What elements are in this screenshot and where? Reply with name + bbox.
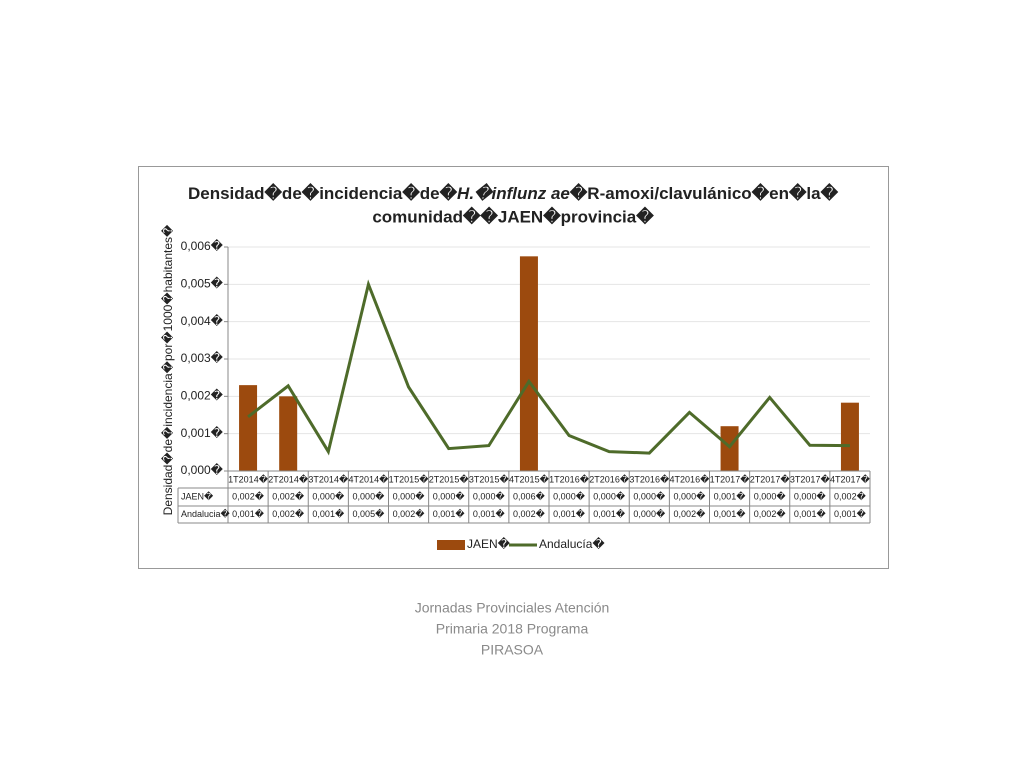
x-tick-label: 2T2016� [589,473,630,484]
x-tick-label: 1T2016� [549,473,590,484]
footer: Jornadas Provinciales Atención [415,600,610,616]
x-tick-label: 4T2014� [349,473,390,484]
x-tick-label: 4T2015� [509,473,550,484]
y-tick-label: 0,001� [181,426,224,440]
table-cell: 0,000� [473,490,506,501]
x-tick-label: 1T2014� [228,473,269,484]
chart-frame [138,166,889,569]
bar [279,396,298,471]
table-cell: 0,000� [553,490,586,501]
table-cell: 0,000� [794,490,827,501]
table-row-label: Andalucia� [181,508,231,519]
legend-label: JAEN� [467,537,511,551]
table-cell: 0,002� [834,490,867,501]
table-cell: 0,001� [433,508,466,519]
title-part: �R-amoxi/clavulánico�en�la� [569,183,839,203]
table-cell: 0,001� [794,508,827,519]
table-cell: 0,000� [633,490,666,501]
table-cell: 0,001� [232,508,265,519]
table-cell: 0,000� [754,490,787,501]
legend-label: Andalucía� [539,537,605,551]
y-tick-label: 0,004� [181,314,224,328]
bar [239,385,258,471]
x-tick-label: 2T2017� [750,473,791,484]
legend-swatch [437,540,465,550]
x-tick-label: 4T2016� [670,473,711,484]
table-cell: 0,002� [232,490,265,501]
y-axis-label: Densidad�de�incidencia�por�1000�habitant… [161,224,175,515]
table-cell: 0,002� [272,490,305,501]
title-part: H.�influnz ae [457,183,570,203]
footer: PIRASOA [481,642,544,658]
x-tick-label: 2T2014� [268,473,309,484]
table-cell: 0,001� [714,508,747,519]
table-cell: 0,000� [674,490,707,501]
table-cell: 0,000� [353,490,386,501]
footer: Primaria 2018 Programa [436,621,589,637]
x-tick-label: 3T2016� [629,473,670,484]
x-tick-label: 3T2014� [308,473,349,484]
table-cell: 0,002� [513,508,546,519]
table-cell: 0,000� [633,508,666,519]
x-tick-label: 1T2015� [389,473,430,484]
chart-title: comunidad��JAEN�provincia� [372,206,654,226]
bar [519,256,538,471]
table-cell: 0,001� [553,508,586,519]
bar [840,402,859,471]
table-cell: 0,000� [312,490,345,501]
x-tick-label: 1T2017� [710,473,751,484]
table-cell: 0,002� [272,508,305,519]
title-part: Densidad�de�incidencia�de� [188,183,458,203]
table-cell: 0,001� [593,508,626,519]
table-cell: 0,006� [513,490,546,501]
table-cell: 0,001� [473,508,506,519]
x-tick-label: 2T2015� [429,473,470,484]
line-series [247,279,850,456]
table-cell: 0,000� [393,490,426,501]
y-tick-label: 0,005� [181,277,224,291]
table-cell: 0,002� [393,508,426,519]
table-cell: 0,002� [754,508,787,519]
x-tick-label: 3T2015� [469,473,510,484]
y-tick-label: 0,000� [181,463,224,477]
table-cell: 0,001� [714,490,747,501]
y-tick-label: 0,002� [181,389,224,403]
table-cell: 0,001� [834,508,867,519]
table-cell: 0,000� [593,490,626,501]
chart-title: Densidad�de�incidencia�de�H.�influnz ae�… [188,183,839,203]
table-cell: 0,005� [353,508,386,519]
table-cell: 0,001� [312,508,345,519]
table-row-label: JAEN� [181,490,214,501]
data-table: 1T2014� 2T2014� 3T2014� 4T2014� 1T2015� 2T201… [177,470,871,524]
table-cell: 0,000� [433,490,466,501]
x-tick-label: 3T2017� [790,473,831,484]
table-cell: 0,002� [674,508,707,519]
x-tick-label: 4T2017� [830,473,871,484]
y-tick-label: 0,006� [181,239,224,253]
y-tick-label: 0,003� [181,351,224,365]
